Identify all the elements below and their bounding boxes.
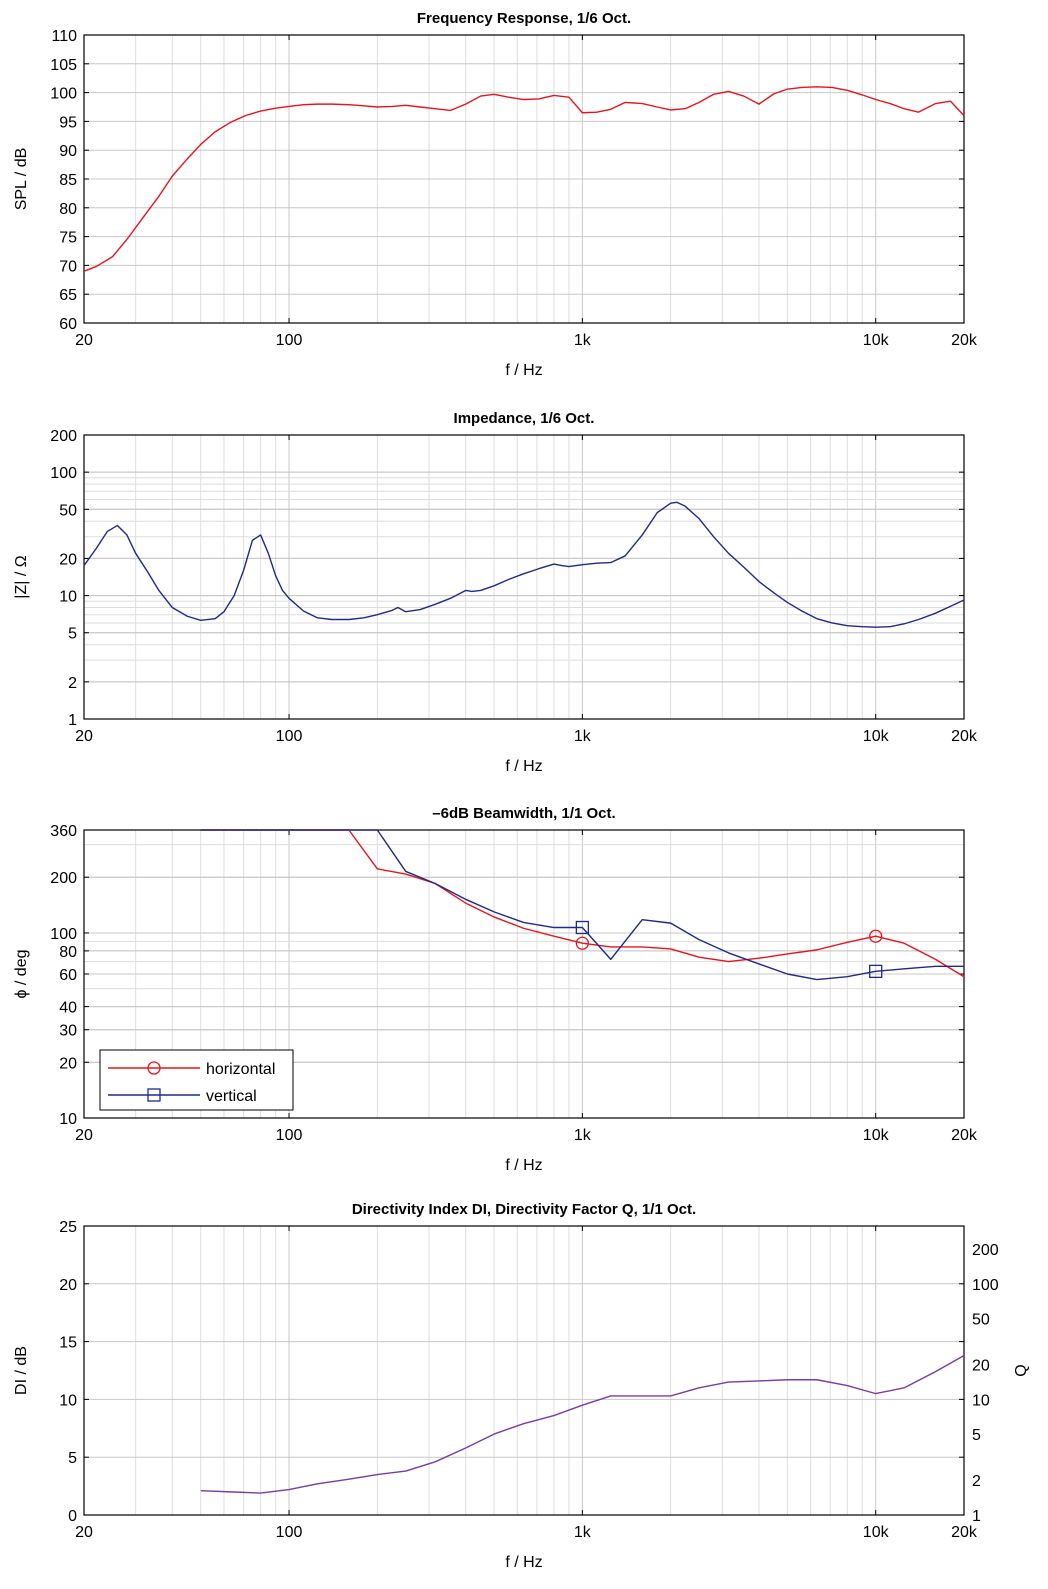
x-tick-label: 20k: [951, 1127, 978, 1144]
x-tick-label: 10k: [863, 1524, 890, 1541]
x-tick-label: 20: [75, 332, 93, 349]
y-tick-label: 70: [59, 258, 77, 275]
y2-tick-label: 200: [972, 1242, 999, 1259]
x-axis-label: f / Hz: [505, 758, 542, 775]
y-tick-label: 90: [59, 143, 77, 160]
y-tick-label: 60: [59, 967, 77, 984]
marker-square: [869, 964, 883, 979]
x-tick-label: 1k: [574, 332, 592, 349]
y-tick-label: 10: [59, 1392, 77, 1409]
y-axis-label: SPL / dB: [13, 148, 30, 211]
y-tick-label: 1: [68, 712, 77, 729]
x-tick-label: 20: [75, 1524, 93, 1541]
y-tick-label: 95: [59, 114, 77, 131]
y-tick-label: 105: [50, 57, 77, 74]
x-tick-label: 100: [276, 1524, 303, 1541]
y-tick-label: 100: [50, 926, 77, 943]
chart-title: Frequency Response, 1/6 Oct.: [417, 10, 631, 27]
series-line-1: [200, 1354, 965, 1494]
y2-tick-label: 50: [972, 1312, 990, 1329]
x-tick-label: 100: [276, 1127, 303, 1144]
x-tick-label: 100: [276, 332, 303, 349]
y2-tick-label: 1: [972, 1508, 981, 1525]
y-tick-label: 65: [59, 287, 77, 304]
legend-marker-square: [147, 1088, 161, 1102]
chart-title: –6dB Beamwidth, 1/1 Oct.: [432, 805, 615, 822]
y-tick-label: 40: [59, 1000, 77, 1017]
marker-square: [575, 920, 590, 935]
y-tick-label: 20: [59, 551, 77, 568]
y2-axis-label: Q: [1013, 1364, 1030, 1376]
chart-title: Directivity Index DI, Directivity Factor…: [352, 1201, 696, 1218]
x-tick-label: 100: [276, 728, 303, 745]
y-axis-label: DI / dB: [13, 1346, 30, 1395]
legend-box: [99, 1049, 294, 1111]
y-tick-label: 80: [59, 944, 77, 961]
series-line-1: [83, 501, 965, 628]
y-tick-label: 5: [68, 1450, 77, 1467]
y-tick-label: 0: [68, 1508, 77, 1525]
y2-tick-label: 100: [972, 1277, 999, 1294]
marker-circle: [575, 936, 590, 950]
x-axis-label: f / Hz: [505, 1554, 542, 1571]
y-tick-label: 80: [59, 201, 77, 218]
x-tick-label: 20: [75, 728, 93, 745]
series-line-1: [83, 86, 965, 272]
y2-tick-label: 20: [972, 1358, 990, 1375]
chart-panel-1: 20 100 1k 10k 20k 60 65 70 75 80 85 90 95 100 105 110 Fr…: [13, 10, 978, 379]
y-tick-label: 60: [59, 316, 77, 333]
y-tick-label: 5: [68, 626, 77, 643]
y-tick-label: 100: [50, 86, 77, 103]
y2-tick-label: 5: [972, 1427, 981, 1444]
y-tick-label: 30: [59, 1023, 77, 1040]
y-tick-label: 15: [59, 1335, 77, 1352]
y-tick-label: 110: [51, 28, 77, 45]
series-line-vertical: [200, 829, 964, 981]
x-tick-label: 10k: [863, 332, 890, 349]
y-tick-label: 10: [59, 1111, 77, 1128]
x-tick-label: 1k: [574, 1524, 592, 1541]
x-tick-label: 20k: [951, 1524, 978, 1541]
y2-tick-label: 10: [972, 1392, 990, 1409]
y2-tick-label: 2: [972, 1473, 981, 1490]
y-tick-label: 75: [59, 230, 77, 247]
x-tick-label: 1k: [574, 728, 592, 745]
legend-label: vertical: [206, 1088, 257, 1105]
plot-frame: [83, 434, 965, 720]
legend-label: horizontal: [206, 1061, 275, 1078]
chart-panel-4: 20 100 1k 10k 20k0510152025125102050100200QD…: [13, 1201, 1030, 1571]
y-tick-label: 20: [59, 1055, 77, 1072]
y-tick-label: 10: [59, 589, 77, 606]
chart-panel-2: 20 100 1k 10k 20k 1 2 5 10 20 50 100 200 Impedance, 1…: [13, 410, 978, 775]
y-tick-label: 200: [50, 870, 77, 887]
y-axis-label: ϕ / deg: [13, 950, 30, 999]
x-axis-label: f / Hz: [505, 362, 542, 379]
y-tick-label: 100: [50, 465, 77, 482]
x-tick-label: 20: [75, 1127, 93, 1144]
chart-title: Impedance, 1/6 Oct.: [454, 410, 595, 427]
legend-marker-circle: [147, 1061, 161, 1075]
x-axis-label: f / Hz: [505, 1157, 542, 1174]
plot-frame: [83, 1225, 965, 1516]
y-tick-label: 50: [59, 502, 77, 519]
y-tick-label: 85: [59, 172, 77, 189]
x-tick-label: 1k: [574, 1127, 592, 1144]
y-tick-label: 20: [59, 1277, 77, 1294]
marker-circle: [869, 929, 883, 943]
y-tick-label: 360: [50, 823, 77, 840]
x-tick-label: 20k: [951, 728, 978, 745]
x-tick-label: 10k: [863, 1127, 890, 1144]
x-tick-label: 20k: [951, 332, 978, 349]
legend: horizontal vertical: [99, 1049, 294, 1111]
y-tick-label: 2: [68, 675, 77, 692]
y-axis-label: |Z| / Ω: [13, 555, 30, 598]
x-tick-label: 10k: [863, 728, 890, 745]
y-tick-label: 25: [59, 1219, 77, 1236]
y-tick-label: 200: [50, 428, 77, 445]
